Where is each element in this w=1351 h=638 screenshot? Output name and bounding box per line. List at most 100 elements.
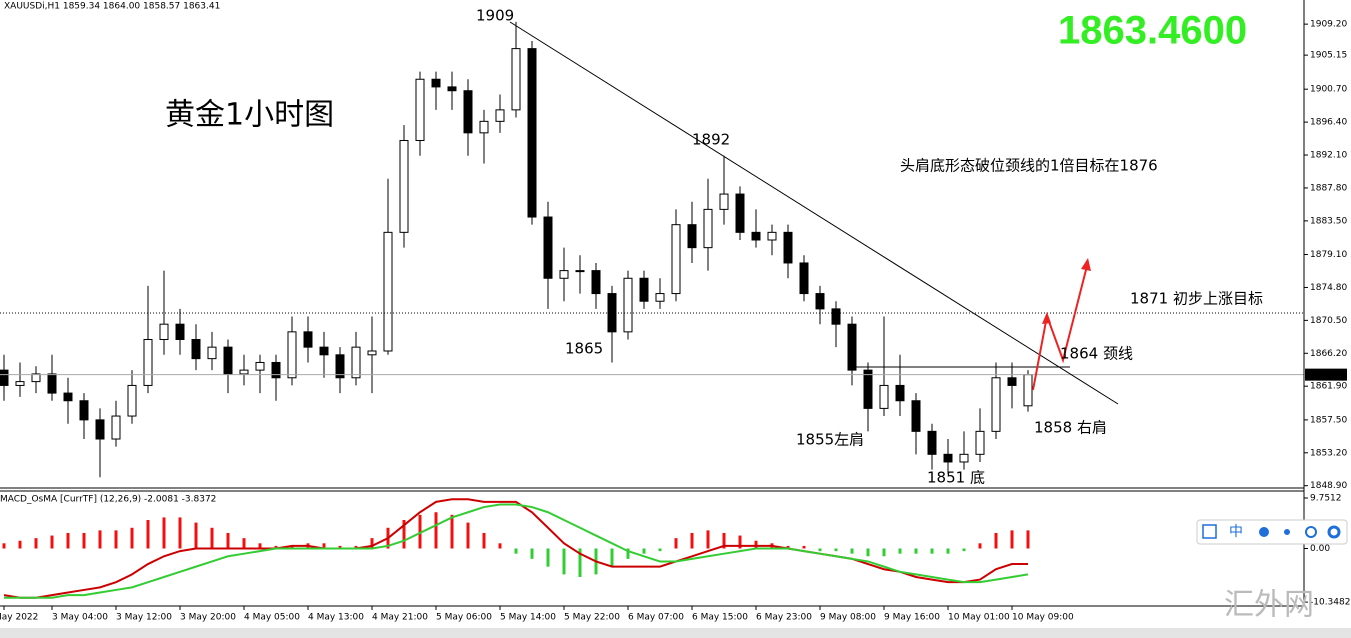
- x-tick-label: 5 May 22:00: [564, 613, 620, 623]
- candle-body: [399, 139, 409, 233]
- candle-body: [879, 384, 889, 409]
- histogram-bar: [210, 527, 214, 549]
- candle-body: [639, 277, 649, 302]
- toolbar-language[interactable]: 中: [1229, 524, 1243, 540]
- histogram-bar: [930, 548, 934, 554]
- chart-heading: 黄金1小时图: [165, 98, 334, 133]
- x-tick-label: May 2022: [0, 613, 38, 623]
- histogram-bar: [114, 530, 118, 549]
- indicator-header: MACD_OsMA [CurrTF] (12,26,9) -2.0081 -3.…: [0, 495, 216, 505]
- candle-body: [751, 231, 761, 241]
- candle-body: [559, 270, 569, 279]
- candle-body: [95, 419, 105, 440]
- candle-body: [575, 270, 585, 273]
- histogram-bar: [66, 532, 70, 549]
- toolbar-icon[interactable]: [1259, 527, 1269, 537]
- candle-body: [655, 293, 665, 302]
- histogram-bar: [610, 548, 614, 567]
- candle-body: [175, 323, 185, 341]
- candle-body: [703, 208, 713, 249]
- candle-body: [191, 339, 201, 360]
- histogram-bar: [98, 530, 102, 549]
- candle-body: [735, 193, 745, 233]
- candle-body: [799, 262, 809, 295]
- y-tick-label: 1909.20: [1310, 20, 1347, 30]
- histogram-bar: [322, 543, 326, 549]
- histogram-bar: [466, 522, 470, 549]
- candle-body: [431, 78, 441, 88]
- histogram-bar: [402, 520, 406, 549]
- candle-body: [847, 323, 857, 371]
- histogram-bar: [162, 517, 166, 549]
- y-tick-label: 1887.80: [1310, 183, 1347, 193]
- candle-body: [111, 415, 121, 440]
- arrow-head: [1081, 258, 1091, 271]
- histogram-bar: [866, 548, 870, 557]
- histogram-bar: [146, 520, 150, 549]
- histogram-bar: [658, 548, 662, 552]
- candle-body: [783, 231, 793, 264]
- y-tick-label: 1861.90: [1310, 382, 1347, 392]
- histogram-bar: [274, 545, 278, 549]
- histogram-bar: [722, 532, 726, 549]
- candle-body: [271, 361, 281, 379]
- toolbar-icon[interactable]: [1284, 529, 1290, 535]
- histogram-bar: [354, 545, 358, 549]
- toolbar-icon[interactable]: [1305, 526, 1317, 538]
- candle-body: [495, 109, 505, 122]
- arrow-head: [1042, 312, 1051, 324]
- tab-bar: [0, 628, 1351, 638]
- candle-body: [767, 231, 777, 241]
- candle-body: [207, 346, 217, 360]
- candle-body: [47, 373, 57, 394]
- x-tick-label: 4 May 05:00: [244, 613, 300, 623]
- x-tick-label: 3 May 04:00: [52, 613, 108, 623]
- candle-body: [239, 369, 249, 375]
- candle-body: [367, 350, 377, 356]
- candle-body: [31, 373, 41, 383]
- candle-body: [927, 430, 937, 455]
- candle-body: [1023, 374, 1033, 407]
- y-tick-label: 1848.90: [1310, 481, 1347, 491]
- y-tick-label: 1857.50: [1310, 415, 1347, 425]
- candle-body: [543, 216, 553, 279]
- candle-body: [527, 48, 537, 218]
- histogram-bar: [834, 548, 838, 552]
- histogram-bar: [1026, 530, 1030, 549]
- histogram-bar: [370, 538, 374, 549]
- candle-body: [127, 384, 137, 417]
- histogram-bar: [1010, 530, 1014, 549]
- histogram-bar: [578, 548, 582, 577]
- candle-body: [287, 331, 297, 379]
- histogram-bar: [290, 545, 294, 549]
- histogram-bar: [994, 532, 998, 549]
- histogram-bar: [802, 545, 806, 549]
- toolbar-settings[interactable]: [1327, 525, 1341, 539]
- candle-body: [143, 339, 153, 386]
- x-tick-label: 5 May 14:00: [500, 613, 556, 623]
- histogram-bar: [898, 548, 902, 554]
- candle-body: [63, 392, 73, 402]
- candle-body: [815, 293, 825, 310]
- y-tick-label: 1883.50: [1310, 216, 1347, 226]
- trend-line: [509, 21, 1119, 405]
- y-tick-label: 1896.40: [1310, 118, 1347, 128]
- candle-body: [863, 369, 873, 409]
- histogram-bar: [626, 548, 630, 559]
- histogram-bar: [706, 530, 710, 549]
- candle-body: [0, 369, 9, 386]
- histogram-bar: [82, 532, 86, 549]
- histogram-bar: [338, 545, 342, 549]
- toolbar-icon[interactable]: [1202, 524, 1217, 539]
- big-price: 1863.4600: [1058, 9, 1247, 53]
- annotation: 1892: [692, 131, 730, 149]
- candle-body: [959, 453, 969, 463]
- candle-body: [255, 361, 265, 371]
- candle-body: [831, 308, 841, 325]
- candle-body: [511, 48, 521, 111]
- current-price-label: 1863.41: [1308, 370, 1345, 380]
- annotation: 1864 颈线: [1060, 345, 1133, 363]
- x-tick-label: 9 May 08:00: [820, 613, 876, 623]
- candle-body: [991, 377, 1001, 432]
- watermark: 汇外网: [1224, 588, 1314, 623]
